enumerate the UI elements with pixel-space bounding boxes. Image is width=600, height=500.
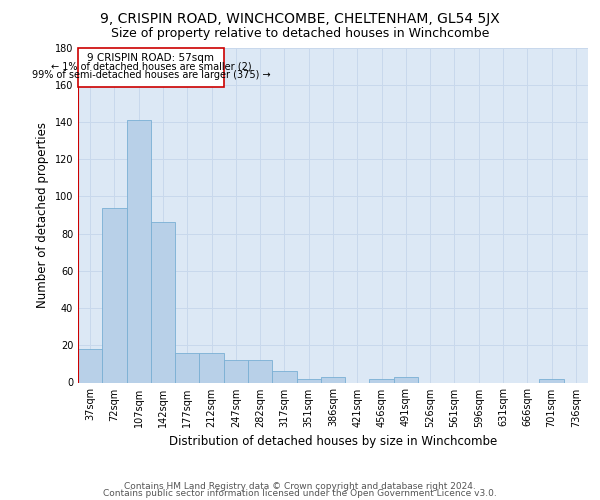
- Bar: [321, 377, 345, 382]
- Bar: [296, 379, 321, 382]
- Bar: [102, 208, 127, 382]
- Text: Contains HM Land Registry data © Crown copyright and database right 2024.: Contains HM Land Registry data © Crown c…: [124, 482, 476, 491]
- Text: 9, CRISPIN ROAD, WINCHCOMBE, CHELTENHAM, GL54 5JX: 9, CRISPIN ROAD, WINCHCOMBE, CHELTENHAM,…: [100, 12, 500, 26]
- Bar: [394, 377, 418, 382]
- Bar: [272, 372, 296, 382]
- Bar: [151, 222, 175, 382]
- Bar: [370, 379, 394, 382]
- Text: 9 CRISPIN ROAD: 57sqm: 9 CRISPIN ROAD: 57sqm: [88, 53, 214, 63]
- Text: 99% of semi-detached houses are larger (375) →: 99% of semi-detached houses are larger (…: [32, 70, 270, 80]
- Bar: [248, 360, 272, 382]
- X-axis label: Distribution of detached houses by size in Winchcombe: Distribution of detached houses by size …: [169, 435, 497, 448]
- Bar: [224, 360, 248, 382]
- Text: Size of property relative to detached houses in Winchcombe: Size of property relative to detached ho…: [111, 28, 489, 40]
- Bar: [127, 120, 151, 382]
- Bar: [199, 352, 224, 382]
- Y-axis label: Number of detached properties: Number of detached properties: [36, 122, 49, 308]
- Text: Contains public sector information licensed under the Open Government Licence v3: Contains public sector information licen…: [103, 490, 497, 498]
- Text: ← 1% of detached houses are smaller (2): ← 1% of detached houses are smaller (2): [50, 62, 251, 72]
- Bar: [175, 352, 199, 382]
- Bar: [539, 379, 564, 382]
- Bar: [78, 349, 102, 382]
- FancyBboxPatch shape: [78, 48, 224, 86]
